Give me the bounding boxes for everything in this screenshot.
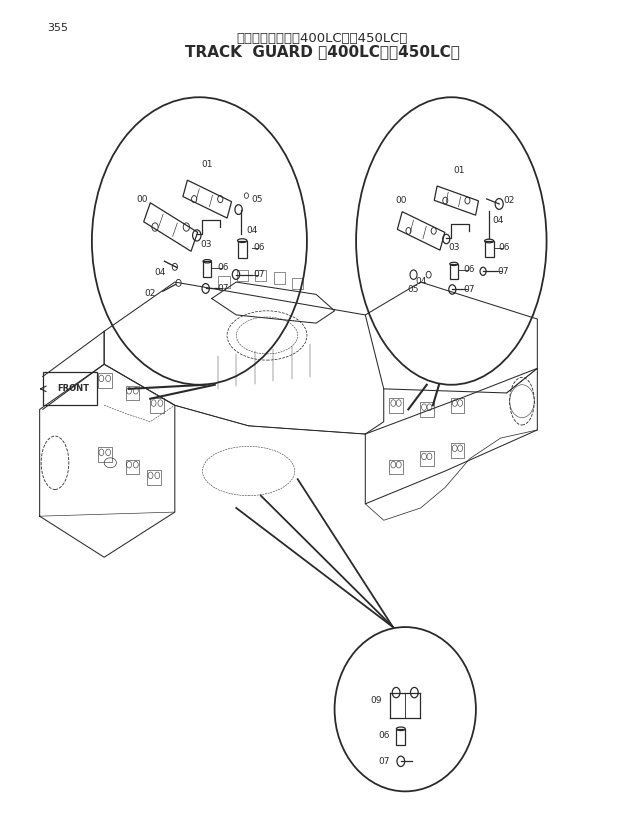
Text: 02: 02 (144, 289, 156, 298)
Text: 03: 03 (200, 240, 211, 249)
Text: 06: 06 (254, 243, 265, 252)
Bar (150, 398, 164, 413)
Text: 09: 09 (371, 696, 382, 705)
Text: 04: 04 (246, 226, 257, 235)
Bar (485, 241, 494, 257)
Bar (389, 460, 403, 475)
Bar (451, 398, 464, 413)
Bar (237, 270, 248, 281)
Bar (274, 272, 285, 284)
Text: 01: 01 (202, 160, 213, 169)
Text: 05: 05 (251, 194, 263, 203)
Bar (420, 452, 433, 466)
Bar (255, 270, 267, 281)
Bar (292, 278, 303, 289)
Text: 06: 06 (378, 731, 390, 740)
Bar (237, 241, 247, 258)
Text: 07: 07 (463, 285, 475, 294)
Text: 03: 03 (448, 243, 459, 252)
Text: FRONT: FRONT (57, 384, 89, 393)
Text: 02: 02 (503, 196, 515, 205)
Text: 07: 07 (254, 270, 265, 279)
Text: 05: 05 (408, 285, 419, 294)
Text: 04: 04 (415, 277, 427, 286)
Bar (389, 398, 403, 413)
Text: 07: 07 (497, 267, 509, 276)
Bar (98, 447, 112, 462)
Text: 355: 355 (47, 23, 68, 33)
Bar (218, 276, 229, 288)
Bar (203, 261, 211, 276)
Bar (450, 264, 458, 279)
Text: 06: 06 (498, 243, 510, 252)
Text: 06: 06 (217, 263, 229, 272)
Bar (420, 402, 433, 417)
Bar (396, 729, 405, 745)
Text: 00: 00 (136, 194, 148, 203)
Text: トラックガード〈400LC〉〈450LC〉: トラックガード〈400LC〉〈450LC〉 (237, 31, 408, 45)
Text: 04: 04 (154, 268, 166, 277)
Text: 04: 04 (492, 217, 504, 225)
Text: 06: 06 (463, 265, 475, 275)
Bar (147, 471, 161, 485)
Text: 07: 07 (217, 284, 229, 293)
Bar (451, 443, 464, 458)
Text: 01: 01 (453, 165, 464, 174)
Bar (126, 460, 139, 475)
Bar (98, 373, 112, 388)
Text: TRACK  GUARD 〈400LC〉〈450LC〉: TRACK GUARD 〈400LC〉〈450LC〉 (185, 44, 459, 59)
Text: 00: 00 (395, 196, 407, 205)
Text: 07: 07 (378, 757, 390, 766)
Bar (126, 385, 139, 400)
